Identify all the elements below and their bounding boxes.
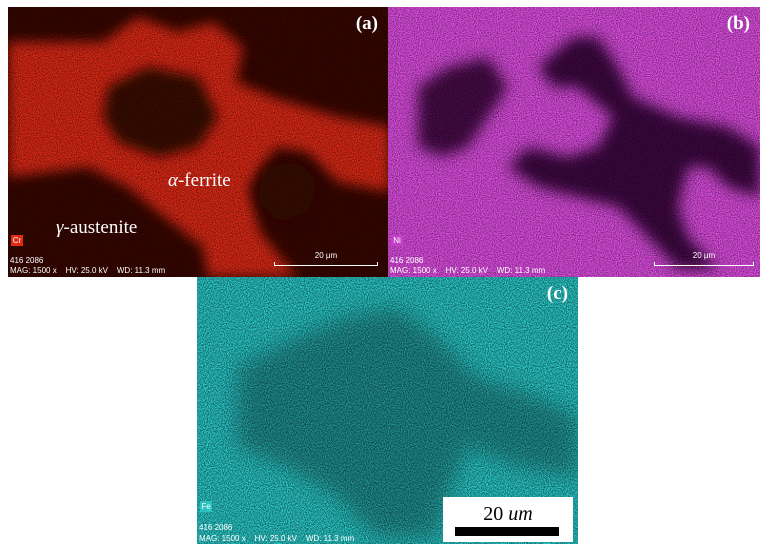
scale-bar-tick-left-b (654, 262, 655, 266)
alpha-ferrite-text: -ferrite (177, 170, 231, 191)
sem-info-line2-a: MAG: 1500 x HV: 25.0 kV WD: 11.3 mm (10, 266, 166, 275)
sem-info-line1-b: 416 2086 (390, 256, 424, 265)
scale-bar-label-c: 20 um (443, 503, 573, 526)
gamma-austenite-label: γ-austenite (56, 217, 137, 239)
element-badge-ni: Ni (391, 235, 403, 246)
sem-info-line1-c: 416 2086 (199, 523, 233, 532)
scale-bar-tick-right-b (753, 262, 754, 266)
element-badge-cr: Cr (11, 235, 23, 246)
panel-label-c: (c) (546, 283, 568, 304)
panel-label-b: (b) (726, 13, 750, 34)
scale-bar-label-a: 20 μm (314, 251, 338, 260)
scale-bar-line-c (455, 527, 559, 536)
scale-bar-b: 20 μm (654, 251, 754, 269)
scale-bar-line-a (274, 265, 378, 266)
sem-info-line1-a: 416 2086 (10, 256, 44, 265)
scale-bar-line-b (654, 265, 754, 266)
panel-label-a: (a) (355, 13, 378, 34)
sem-info-line2-c: MAG: 1500 x HV: 25.0 kV WD: 11.3 mm (199, 534, 355, 543)
scale-bar-box-c: 20 um (443, 497, 573, 542)
scale-bar-tick-right-a (377, 262, 378, 266)
scale-bar-label-b: 20 μm (692, 251, 716, 260)
scale-bar-value-c: 20 (483, 503, 509, 525)
alpha-ferrite-label: α-ferrite (168, 170, 231, 192)
cr-eds-map-image (8, 7, 388, 277)
gamma-austenite-text: -austenite (63, 217, 138, 238)
eds-map-ni-panel: (b) Ni 416 2086 MAG: 1500 x HV: 25.0 kV … (388, 7, 760, 277)
eds-map-fe-panel: (c) Fe 416 2086 MAG: 1500 x HV: 25.0 kV … (197, 277, 578, 544)
sem-info-line2-b: MAG: 1500 x HV: 25.0 kV WD: 11.3 mm (390, 266, 546, 275)
scale-bar-unit-c: um (508, 503, 533, 525)
ni-eds-map-image (388, 7, 760, 277)
element-badge-fe: Fe (200, 501, 212, 512)
alpha-symbol: α (168, 170, 178, 191)
scale-bar-tick-left-a (274, 262, 275, 266)
eds-map-cr-panel: (a) α-ferrite γ-austenite Cr 416 2086 MA… (8, 7, 388, 277)
gamma-symbol: γ (56, 217, 64, 238)
scale-bar-a: 20 μm (274, 251, 378, 269)
